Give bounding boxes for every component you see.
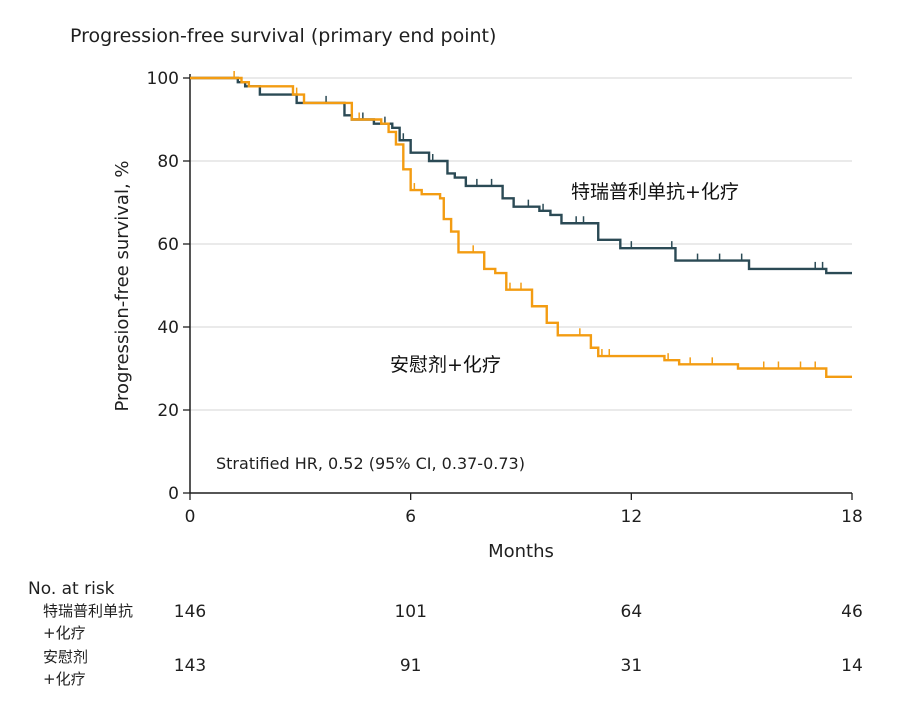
x-tick-label-2: 12 <box>621 507 643 527</box>
y-tick-label-3: 60 <box>157 235 179 255</box>
risk-value-0-3: 46 <box>841 602 863 622</box>
axes: 0 20 40 60 80 100 0 6 12 18 <box>147 69 863 527</box>
y-tick-label-4: 80 <box>157 152 179 172</box>
risk-row-1-name-line1: 安慰剂 <box>43 648 88 666</box>
risk-row-0-name-line1: 特瑞普利单抗 <box>43 602 133 620</box>
survival-curves <box>190 71 852 378</box>
risk-value-0-0: 146 <box>174 602 206 622</box>
risk-value-0-1: 101 <box>394 602 426 622</box>
risk-value-1-0: 143 <box>174 656 206 676</box>
series-line-1 <box>190 76 852 378</box>
series-label-placebo: 安慰剂+化疗 <box>390 354 501 376</box>
x-axis-label: Months <box>488 541 554 562</box>
risk-row-0-name-line2: +化疗 <box>43 624 86 642</box>
risk-value-0-2: 64 <box>621 602 643 622</box>
x-tick-label-0: 0 <box>185 507 196 527</box>
y-tick-label-5: 100 <box>147 69 179 89</box>
hazard-ratio-annotation: Stratified HR, 0.52 (95% CI, 0.37-0.73) <box>216 454 525 473</box>
x-tick-label-3: 18 <box>841 507 863 527</box>
series-label-toripalimab: 特瑞普利单抗+化疗 <box>571 181 739 203</box>
risk-value-1-1: 91 <box>400 656 422 676</box>
x-tick-label-1: 6 <box>405 507 416 527</box>
y-tick-label-0: 0 <box>168 484 179 504</box>
risk-value-1-2: 31 <box>621 656 643 676</box>
chart-title: Progression-free survival (primary end p… <box>70 25 496 47</box>
grid-lines <box>190 77 852 411</box>
number-at-risk-table: No. at risk 特瑞普利单抗 +化疗 安慰剂 +化疗 146 101 64 4… <box>28 579 863 688</box>
risk-values: 146 101 64 46 143 91 31 14 <box>174 602 863 676</box>
risk-table-title: No. at risk <box>28 579 115 599</box>
risk-value-1-3: 14 <box>841 656 863 676</box>
y-axis-label: Progression-free survival, % <box>112 160 133 411</box>
y-tick-label-2: 40 <box>157 318 179 338</box>
risk-row-1-name-line2: +化疗 <box>43 670 86 688</box>
y-tick-label-1: 20 <box>157 401 179 421</box>
